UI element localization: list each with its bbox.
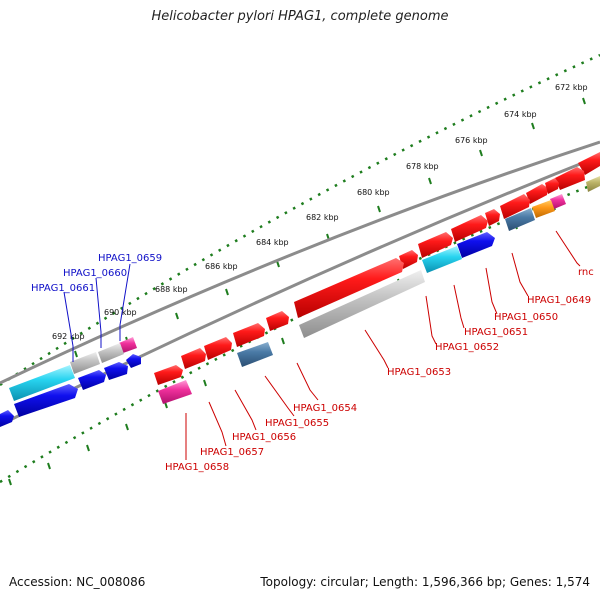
gene-blue-arrow[interactable]	[14, 384, 78, 417]
ruler-labels: 672 kbp 674 kbp 676 kbp 678 kbp 680 kbp …	[52, 83, 588, 341]
kbp-label: 682 kbp	[306, 213, 339, 222]
gene-arrow[interactable]	[451, 215, 488, 242]
gene-gray[interactable]	[299, 270, 425, 338]
gene-blue-arrow[interactable]	[104, 362, 128, 380]
gene-labels-bottom: rnc HPAG1_0649 HPAG1_0650 HPAG1_0651 HPA…	[165, 267, 594, 473]
gene-label[interactable]: HPAG1_0661	[31, 283, 95, 294]
gene-blue-arrow[interactable]	[126, 354, 141, 368]
gene-blue-arrow[interactable]	[457, 232, 495, 258]
gene-gray[interactable]	[70, 352, 100, 374]
gene-steel[interactable]	[237, 342, 273, 367]
kbp-label: 690 kbp	[104, 308, 137, 317]
gene-label[interactable]: HPAG1_0652	[435, 342, 499, 353]
gene-label[interactable]: HPAG1_0657	[200, 447, 264, 458]
kbp-label: 674 kbp	[504, 110, 537, 119]
gene-label[interactable]: HPAG1_0656	[232, 432, 296, 443]
gene-pink[interactable]	[158, 380, 192, 404]
gene-orange[interactable]	[532, 200, 555, 218]
gene-arrow[interactable]	[266, 311, 289, 331]
gene-blue-arrow[interactable]	[0, 410, 14, 427]
gene-arrow[interactable]	[204, 337, 232, 360]
kbp-label: 688 kbp	[155, 285, 188, 294]
map-title: Helicobacter pylori HPAG1, complete geno…	[151, 9, 449, 24]
gene-label[interactable]: HPAG1_0658	[165, 462, 229, 473]
gene-cyan[interactable]	[9, 365, 75, 401]
gene-pink[interactable]	[550, 194, 566, 209]
gene-arrow[interactable]	[399, 250, 418, 269]
leader-lines-top	[63, 263, 131, 362]
gene-pink[interactable]	[119, 337, 137, 353]
gene-arrow[interactable]	[154, 365, 183, 385]
ruler-outer	[0, 53, 600, 387]
gene-label[interactable]: HPAG1_0649	[527, 295, 591, 306]
gene-olive[interactable]	[586, 176, 600, 192]
gene-arrow[interactable]	[418, 232, 453, 258]
gene-label[interactable]: HPAG1_0654	[293, 403, 357, 414]
gene-label[interactable]: HPAG1_0660	[63, 268, 127, 279]
gene-arrow[interactable]	[526, 184, 548, 204]
gene-arrow[interactable]	[578, 152, 600, 175]
gene-arrow[interactable]	[500, 194, 530, 219]
gene-arrow[interactable]	[294, 258, 404, 318]
top-strand-genes	[9, 152, 600, 401]
kbp-label: 672 kbp	[555, 83, 588, 92]
gene-labels-top: HPAG1_0659 HPAG1_0660 HPAG1_0661	[31, 253, 162, 294]
bottom-strand-genes	[0, 194, 566, 427]
kbp-label: 684 kbp	[256, 238, 289, 247]
gene-label[interactable]: HPAG1_0655	[265, 418, 329, 429]
genome-stats-text: Topology: circular; Length: 1,596,366 bp…	[260, 575, 590, 589]
gene-label[interactable]: HPAG1_0651	[464, 327, 528, 338]
kbp-label: 676 kbp	[455, 136, 488, 145]
gene-arrow[interactable]	[233, 323, 265, 347]
kbp-label: 692 kbp	[52, 332, 85, 341]
gene-blue-arrow[interactable]	[78, 370, 106, 390]
gene-arrow[interactable]	[545, 178, 559, 194]
gene-label[interactable]: HPAG1_0659	[98, 253, 162, 264]
gene-label[interactable]: HPAG1_0650	[494, 312, 558, 323]
gene-arrow[interactable]	[181, 348, 206, 369]
gene-label[interactable]: rnc	[578, 267, 594, 278]
gene-cyan[interactable]	[422, 246, 462, 273]
gene-steel[interactable]	[505, 208, 535, 231]
kbp-label: 678 kbp	[406, 162, 439, 171]
backbone-outer	[0, 140, 600, 385]
accession-text: Accession: NC_008086	[9, 575, 146, 589]
gene-arrow[interactable]	[485, 209, 500, 226]
kbp-label: 686 kbp	[205, 262, 238, 271]
gene-gray[interactable]	[98, 343, 124, 363]
kbp-label: 680 kbp	[357, 188, 390, 197]
gene-label[interactable]: HPAG1_0653	[387, 367, 451, 378]
leader-lines-bottom	[185, 230, 581, 460]
gene-arrow[interactable]	[555, 167, 585, 190]
